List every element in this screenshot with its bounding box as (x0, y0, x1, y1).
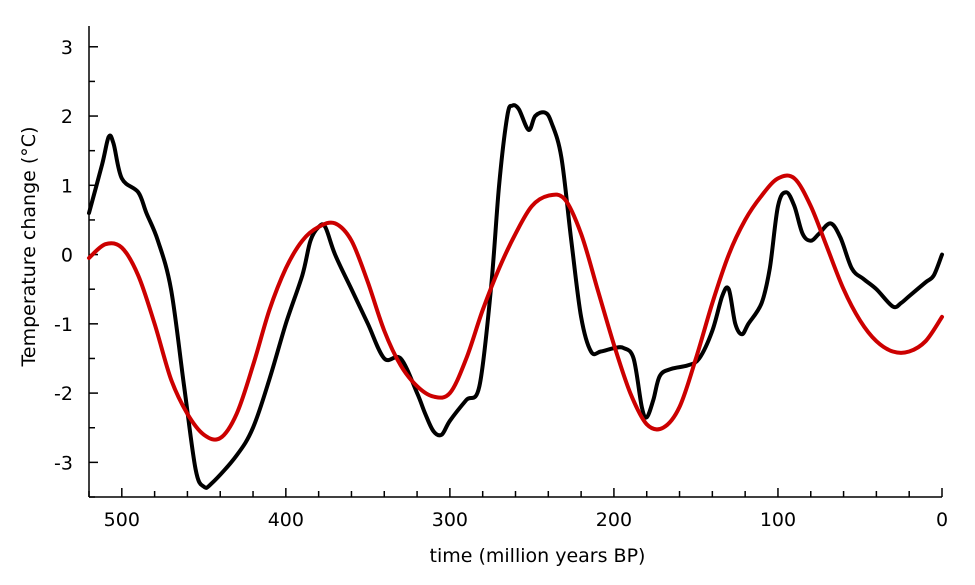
tick-labels: 3 2 1 0 -1 -2 -3 500 400 300 200 100 0 (54, 37, 948, 531)
x-tick-label: 0 (936, 509, 948, 531)
x-tick-label: 300 (432, 509, 468, 531)
y-tick-label: -2 (54, 383, 73, 405)
y-tick-label: 0 (61, 245, 73, 267)
x-axis-title: time (million years BP) (430, 545, 646, 567)
x-tick-label: 200 (596, 509, 632, 531)
series-line-black (87, 103, 944, 490)
y-axis-title: Temperature change (°C) (18, 127, 40, 368)
y-tick-label: -1 (54, 314, 73, 336)
axis-ticks (88, 46, 943, 498)
y-tick-label: 3 (61, 37, 73, 59)
y-tick-label: 2 (61, 106, 73, 128)
x-tick-label: 400 (268, 509, 304, 531)
x-tick-label: 100 (760, 509, 796, 531)
y-tick-label: 1 (61, 175, 73, 197)
x-tick-label: 500 (104, 509, 140, 531)
series-line-red (87, 173, 944, 442)
series-lines (87, 103, 944, 490)
y-tick-label: -3 (54, 452, 73, 474)
